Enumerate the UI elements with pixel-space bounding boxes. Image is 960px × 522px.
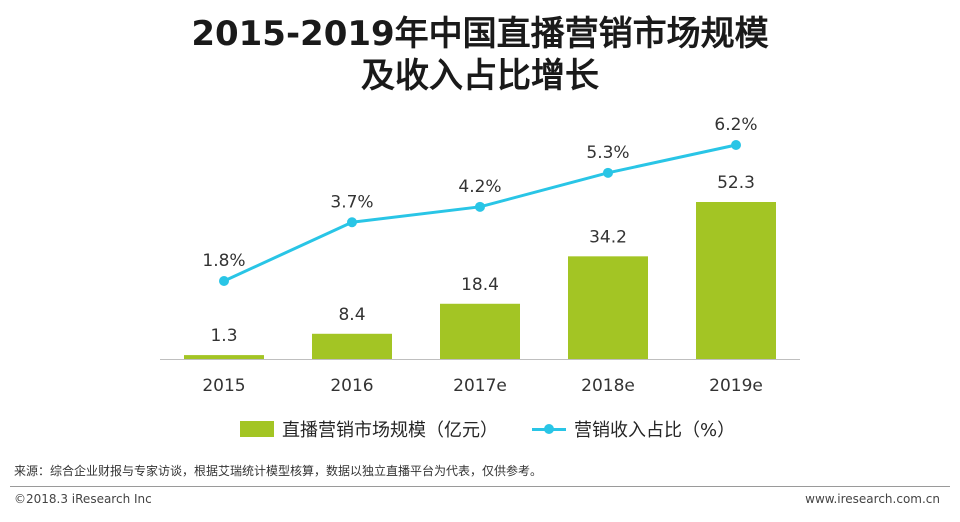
legend-item-line: 营销收入占比（%） — [532, 417, 735, 441]
line-value-label: 5.3% — [586, 143, 629, 163]
bar-value-label: 8.4 — [338, 305, 365, 325]
legend-line-swatch — [532, 421, 566, 437]
x-tick-label: 2016 — [330, 376, 373, 396]
line-value-label: 1.8% — [202, 251, 245, 271]
line-point — [347, 217, 357, 228]
legend-bar-swatch — [240, 421, 274, 437]
line-value-label: 6.2% — [714, 115, 757, 135]
legend-item-bar: 直播营销市场规模（亿元） — [240, 417, 498, 441]
bar-value-label: 18.4 — [461, 275, 499, 295]
x-tick-label: 2017e — [453, 376, 507, 396]
legend-line-label: 营销收入占比（%） — [574, 420, 736, 441]
line-point — [219, 275, 229, 286]
chart-title-line2: 及收入占比增长 — [361, 56, 599, 96]
line-series — [223, 143, 737, 283]
line-point — [603, 167, 613, 178]
chart-title-line1: 2015-2019年中国直播营销市场规模 — [191, 14, 769, 54]
footer-divider — [10, 486, 950, 487]
line-value-label: 3.7% — [330, 192, 373, 212]
bar — [568, 256, 648, 359]
x-tick-label: 2018e — [581, 376, 635, 396]
copyright: ©2018.3 iResearch Inc — [14, 492, 152, 506]
bar — [184, 355, 264, 359]
website-url: www.iresearch.com.cn — [805, 492, 940, 506]
x-tick-label: 2019e — [709, 376, 763, 396]
line-point — [731, 140, 741, 151]
line-value-label: 4.2% — [458, 177, 501, 197]
x-tick-label: 2015 — [202, 376, 245, 396]
bar-value-label: 1.3 — [210, 326, 237, 346]
legend-bar-label: 直播营销市场规模（亿元） — [282, 420, 498, 441]
line-point — [475, 201, 485, 212]
source-note: 来源：综合企业财报与专家访谈，根据艾瑞统计模型核算，数据以独立直播平台为代表，仅… — [14, 464, 543, 478]
bar — [440, 303, 520, 359]
bar — [696, 202, 776, 359]
bar-value-label: 52.3 — [717, 173, 755, 193]
bar — [312, 333, 392, 359]
bar-value-label: 34.2 — [589, 227, 627, 247]
